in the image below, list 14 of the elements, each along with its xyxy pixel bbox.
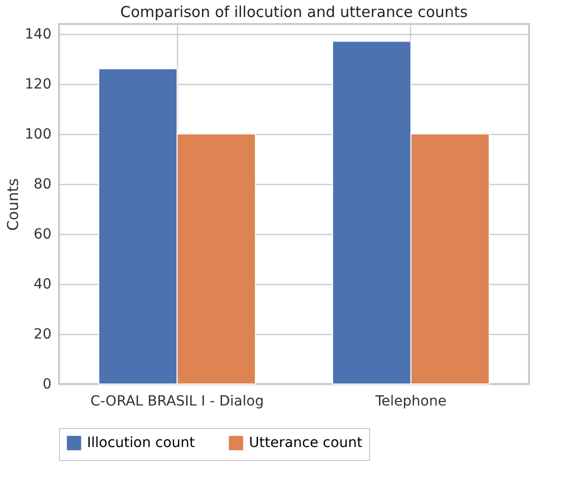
y-axis-title: Counts xyxy=(4,178,22,231)
legend-label: Utterance count xyxy=(249,435,363,452)
y-tick-label: 80 xyxy=(34,176,52,192)
y-tick-label: 120 xyxy=(24,76,52,92)
y-tick-label: 60 xyxy=(34,226,52,242)
y-tick-label: 20 xyxy=(34,326,52,342)
chart-title: Comparison of illocution and utterance counts xyxy=(120,3,468,21)
y-tick-label: 140 xyxy=(24,26,52,42)
y-tick-label: 40 xyxy=(34,276,52,292)
x-tick-label: Telephone xyxy=(374,394,446,410)
legend-label: Illocution count xyxy=(87,435,196,452)
y-tick-label: 100 xyxy=(24,126,52,142)
y-tick-label: 0 xyxy=(42,376,52,392)
x-tick-label: C-ORAL BRASIL I - Dialog xyxy=(90,394,264,410)
